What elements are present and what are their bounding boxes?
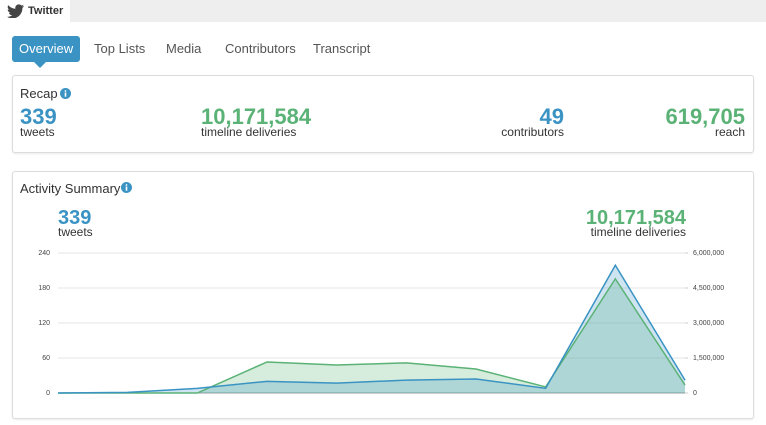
- info-icon[interactable]: [121, 182, 132, 193]
- stat-value: 10,171,584: [201, 104, 312, 129]
- total-value: 339: [58, 207, 92, 229]
- y2-tick-label: 0: [693, 390, 697, 397]
- nav-tab[interactable]: Overview: [12, 36, 81, 62]
- series-line: [58, 277, 686, 394]
- active-pointer: [34, 62, 46, 68]
- y2-tick-label: 3,000,000: [693, 320, 724, 327]
- stat-value: 619,705: [665, 104, 745, 129]
- series-label: timeline deliveries: [590, 225, 686, 239]
- panel-title: Activity Summary: [20, 181, 121, 196]
- y-tick-label: 180: [38, 285, 50, 292]
- recap-panel: [12, 75, 754, 153]
- series-label: tweets: [58, 225, 93, 239]
- bird-icon: [7, 4, 24, 18]
- nav-tab[interactable]: Media: [166, 41, 202, 56]
- stat-label: timeline deliveries: [201, 125, 297, 139]
- stat-value: 339: [20, 104, 57, 129]
- y-tick-label: 240: [38, 250, 50, 257]
- y2-tick-label: 4,500,000: [693, 285, 724, 292]
- source-tab[interactable]: Twitter: [0, 0, 70, 22]
- y-tick-label: 120: [38, 320, 50, 327]
- info-icon[interactable]: [60, 88, 71, 99]
- activity-panel: [12, 171, 754, 419]
- nav-tab[interactable]: Transcript: [313, 41, 371, 56]
- nav-tab[interactable]: Contributors: [225, 41, 296, 56]
- y2-tick-label: 6,000,000: [693, 250, 724, 257]
- stat-label: tweets: [20, 125, 55, 139]
- top-bar: [0, 0, 766, 22]
- stat-label: contributors: [501, 125, 564, 139]
- nav-tab[interactable]: Top Lists: [94, 41, 146, 56]
- y-tick-label: 60: [42, 355, 50, 362]
- total-value: 10,171,584: [585, 207, 686, 229]
- stat-value: 49: [539, 104, 564, 129]
- stat-label: reach: [714, 125, 745, 139]
- panel-title: Recap: [20, 86, 58, 101]
- series-line: [57, 263, 686, 394]
- tab-label: Twitter: [28, 5, 64, 17]
- y2-tick-label: 1,500,000: [693, 355, 724, 362]
- y-tick-label: 0: [46, 390, 50, 397]
